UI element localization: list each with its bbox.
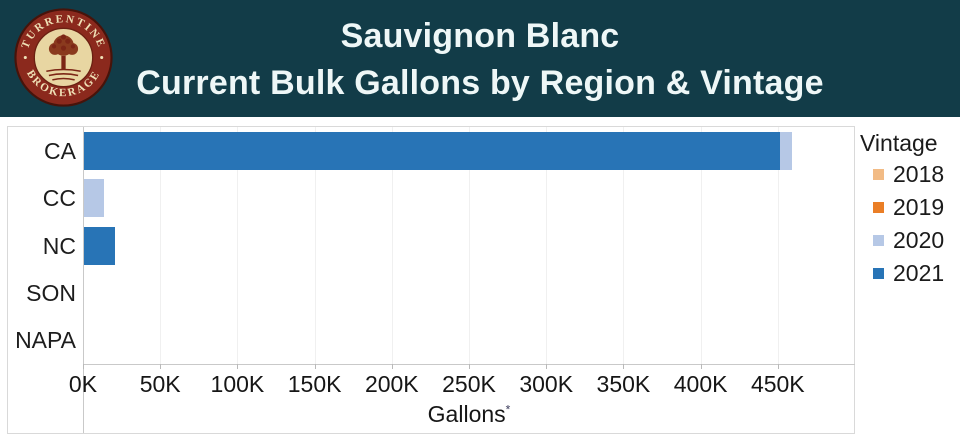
legend-label: 2021 [893, 260, 945, 286]
x-axis-footnote-mark: * [505, 402, 511, 417]
legend-swatch-2020 [873, 235, 884, 246]
x-tick-label: 0K [68, 371, 98, 397]
bar-row [84, 131, 792, 170]
ground-lines [46, 68, 81, 81]
gridline [700, 127, 702, 364]
legend-item-2020[interactable]: 2020 [860, 224, 960, 257]
x-tick [83, 364, 84, 369]
gridline [160, 127, 162, 364]
bar-chart: Gallons* 0K 50K 100K 150K 200K 250K 300K 350K 40… [7, 126, 855, 434]
legend-swatch-2019 [873, 202, 884, 213]
x-tick [546, 364, 548, 369]
x-tick [160, 364, 162, 369]
x-tick [777, 364, 779, 369]
x-tick [314, 364, 316, 369]
bar-row [84, 226, 115, 265]
legend-item-2019[interactable]: 2019 [860, 191, 960, 224]
title-line-1: Sauvignon Blanc [340, 17, 620, 56]
report-title: Sauvignon Blanc Current Bulk Gallons by … [0, 0, 960, 117]
category-label: NAPA [15, 327, 76, 354]
category-label: NC [42, 232, 76, 259]
x-tick-label: 400K [673, 371, 728, 397]
bar-segment-ca-2020[interactable] [780, 131, 792, 170]
tree-icon [48, 34, 79, 70]
x-tick [700, 364, 702, 369]
x-axis-title: Gallons* [83, 401, 855, 428]
legend-swatch-2018 [873, 169, 884, 180]
x-tick [237, 364, 239, 369]
gridline [469, 127, 470, 364]
legend-item-2018[interactable]: 2018 [860, 158, 960, 191]
legend-item-2021[interactable]: 2021 [860, 257, 960, 290]
gridline [623, 127, 625, 364]
legend-swatch-2021 [873, 268, 884, 279]
x-tick-label: 100K [210, 371, 265, 397]
category-label: SON [26, 279, 76, 306]
x-tick [623, 364, 625, 369]
legend-label: 2019 [893, 194, 945, 220]
gridline [314, 127, 316, 364]
logo-left-dot [23, 55, 27, 60]
bar-segment-cc-2020[interactable] [84, 179, 104, 218]
bar-segment-ca-2021[interactable] [84, 131, 780, 170]
legend-label: 2018 [893, 161, 945, 187]
gridline [391, 127, 393, 364]
category-label: CC [42, 185, 76, 212]
x-axis-title-text: Gallons [427, 401, 506, 427]
legend-label: 2020 [893, 227, 945, 253]
bar-row [84, 179, 104, 218]
turrentine-brokerage-logo: TURRENTINE BROKERAGE [14, 8, 113, 107]
gridline [546, 127, 548, 364]
legend-title: Vintage [860, 130, 938, 156]
y-axis-line [83, 127, 84, 433]
x-tick-label: 350K [596, 371, 651, 397]
bar-segment-nc-2021[interactable] [84, 226, 115, 265]
x-tick-label: 200K [364, 371, 419, 397]
x-tick-label: 250K [442, 371, 496, 397]
x-tick-label: 450K [750, 371, 805, 397]
x-tick [391, 364, 393, 369]
logo-right-dot [100, 55, 104, 60]
header-band: TURRENTINE BROKERAGE Sauvignon Blanc Cur… [0, 0, 960, 117]
gridline [237, 127, 239, 364]
legend: Vintage 2018 2019 2020 2021 [860, 128, 960, 290]
x-tick-label: 50K [139, 371, 181, 397]
title-line-2: Current Bulk Gallons by Region & Vintage [136, 63, 824, 102]
category-label: CA [44, 137, 76, 164]
x-tick-label: 300K [519, 371, 574, 397]
x-tick [469, 364, 470, 369]
x-tick-label: 150K [287, 371, 342, 397]
gridline [777, 127, 779, 364]
